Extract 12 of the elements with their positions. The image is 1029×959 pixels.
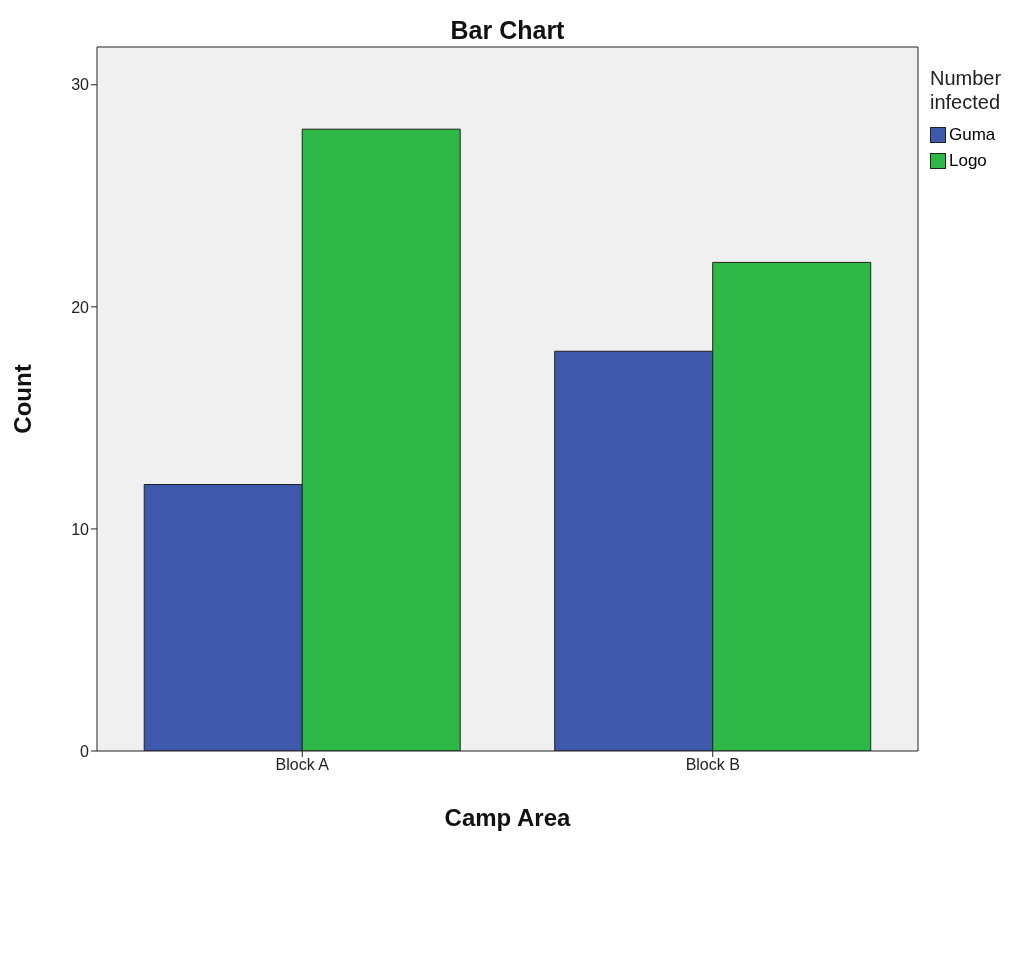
y-tick-label: 10: [71, 520, 90, 538]
chart-title: Bar Chart: [449, 16, 566, 45]
y-tick-label: 20: [71, 298, 90, 316]
y-tick-label: 30: [71, 76, 90, 94]
x-axis-title: Camp Area: [444, 804, 572, 831]
y-axis-title: Count: [8, 364, 36, 434]
y-tick-label: 0: [80, 742, 90, 760]
legend-label: Logo: [948, 150, 988, 172]
x-tick-label: Block B: [685, 756, 740, 774]
legend-title: Number infected: [930, 66, 1003, 114]
x-tick-label: Block A: [275, 756, 330, 774]
legend-label: Guma: [948, 124, 997, 146]
